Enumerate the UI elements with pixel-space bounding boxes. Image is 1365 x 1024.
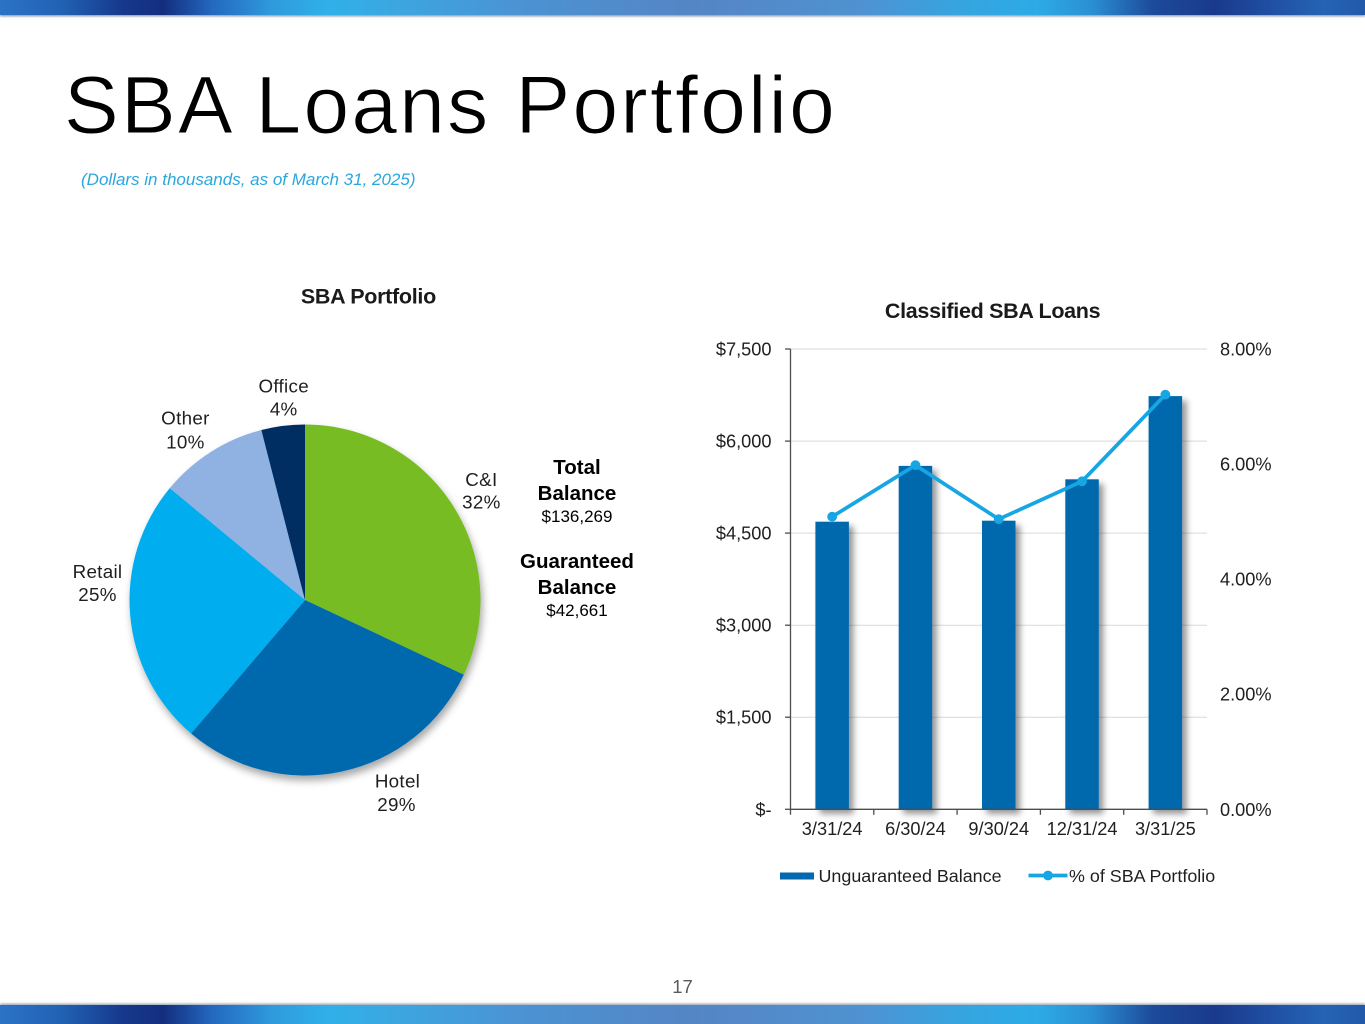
svg-text:$3,000: $3,000 <box>716 616 772 636</box>
svg-text:6.00%: 6.00% <box>1220 455 1272 475</box>
svg-text:Total: Total <box>553 456 600 479</box>
svg-text:% of SBA Portfolio: % of SBA Portfolio <box>1069 866 1215 886</box>
svg-text:3/31/24: 3/31/24 <box>802 819 863 839</box>
svg-text:$136,269: $136,269 <box>542 507 613 526</box>
svg-text:10%: 10% <box>166 431 205 452</box>
svg-text:Guaranteed: Guaranteed <box>520 550 634 573</box>
svg-text:Unguaranteed Balance: Unguaranteed Balance <box>819 866 1002 886</box>
svg-text:Classified SBA Loans: Classified SBA Loans <box>885 299 1101 323</box>
svg-text:Balance: Balance <box>538 482 617 505</box>
svg-text:$-: $- <box>755 800 771 820</box>
svg-text:6/30/24: 6/30/24 <box>885 819 946 839</box>
svg-text:0.00%: 0.00% <box>1220 800 1272 820</box>
svg-text:9/30/24: 9/30/24 <box>968 819 1029 839</box>
svg-text:3/31/25: 3/31/25 <box>1135 819 1196 839</box>
svg-text:29%: 29% <box>377 794 416 815</box>
svg-text:Office: Office <box>258 375 309 396</box>
svg-text:12/31/24: 12/31/24 <box>1047 819 1118 839</box>
svg-text:$1,500: $1,500 <box>716 708 772 728</box>
svg-text:Hotel: Hotel <box>375 771 420 792</box>
svg-text:2.00%: 2.00% <box>1220 685 1272 705</box>
svg-text:Other: Other <box>161 408 209 429</box>
svg-text:$7,500: $7,500 <box>716 340 772 360</box>
svg-text:25%: 25% <box>78 584 117 605</box>
svg-text:32%: 32% <box>462 492 501 513</box>
svg-text:C&I: C&I <box>465 469 497 490</box>
svg-text:$42,661: $42,661 <box>546 601 607 620</box>
svg-text:$4,500: $4,500 <box>716 524 772 544</box>
svg-text:Balance: Balance <box>538 576 617 599</box>
svg-text:$6,000: $6,000 <box>716 432 772 452</box>
svg-text:8.00%: 8.00% <box>1220 340 1272 360</box>
svg-text:4%: 4% <box>270 399 298 420</box>
svg-text:4.00%: 4.00% <box>1220 570 1272 590</box>
svg-text:SBA Portfolio: SBA Portfolio <box>301 284 436 308</box>
svg-text:Retail: Retail <box>73 561 123 582</box>
